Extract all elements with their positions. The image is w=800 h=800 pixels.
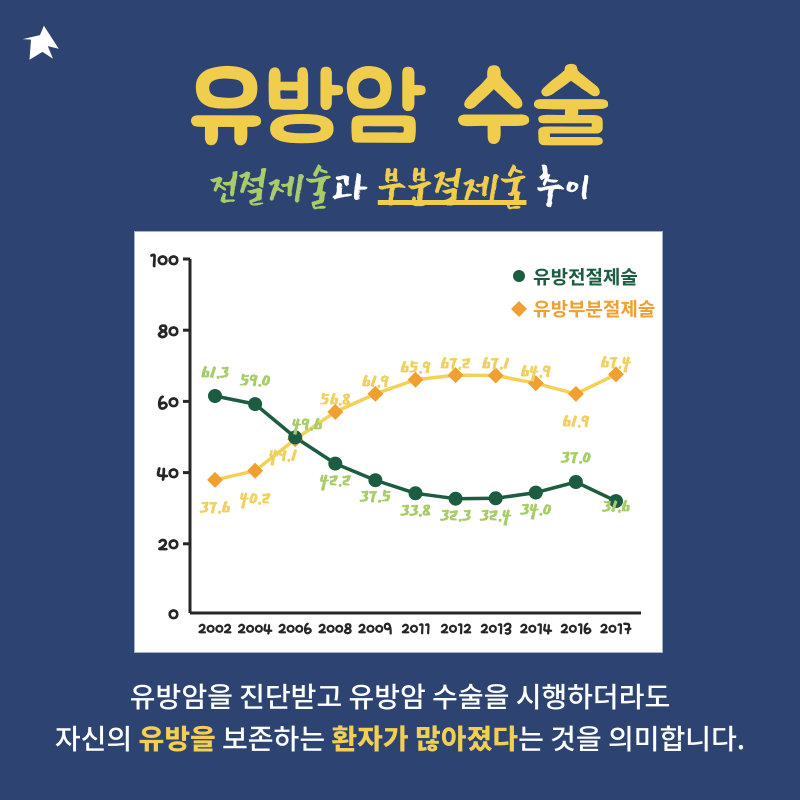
svg-text:2009: 2009 (358, 620, 393, 639)
svg-text:유방부분절제술: 유방부분절제술 (533, 295, 655, 322)
svg-text:2012: 2012 (440, 620, 471, 639)
svg-text:31.6: 31.6 (601, 496, 630, 518)
svg-text:40.2: 40.2 (240, 488, 271, 510)
svg-text:37.6: 37.6 (199, 497, 231, 519)
svg-text:0: 0 (168, 603, 179, 627)
svg-text:67.4: 67.4 (601, 352, 632, 374)
svg-text:42.2: 42.2 (319, 470, 351, 492)
svg-text:33.8: 33.8 (399, 500, 431, 522)
svg-text:2004: 2004 (238, 620, 274, 639)
svg-text:100: 100 (149, 249, 179, 273)
svg-text:67.1: 67.1 (482, 353, 510, 375)
svg-text:59.0: 59.0 (239, 370, 271, 392)
svg-text:2008: 2008 (318, 620, 353, 639)
svg-text:2006: 2006 (278, 620, 313, 639)
svg-text:34.0: 34.0 (519, 499, 551, 521)
svg-text:2017: 2017 (600, 620, 632, 639)
svg-text:유방전절제술: 유방전절제술 (533, 263, 638, 290)
svg-text:49.6: 49.6 (292, 414, 323, 436)
svg-text:61.9: 61.9 (562, 411, 590, 433)
svg-text:80: 80 (158, 320, 180, 344)
svg-text:65.9: 65.9 (400, 357, 431, 379)
svg-text:56.8: 56.8 (319, 389, 351, 411)
svg-text:49.1: 49.1 (269, 445, 298, 467)
svg-text:37.0: 37.0 (560, 447, 592, 469)
svg-text:2016: 2016 (560, 620, 592, 639)
svg-text:2013: 2013 (480, 620, 512, 639)
svg-text:64.9: 64.9 (521, 361, 552, 383)
svg-text:20: 20 (158, 533, 179, 557)
svg-text:37.5: 37.5 (359, 486, 392, 508)
svg-text:60: 60 (158, 391, 180, 415)
svg-text:2002: 2002 (198, 620, 232, 639)
svg-text:32.4: 32.4 (479, 505, 512, 527)
svg-text:32.3: 32.3 (439, 505, 471, 527)
svg-text:2011: 2011 (401, 620, 430, 639)
svg-text:67.2: 67.2 (440, 353, 470, 375)
svg-text:61.3: 61.3 (201, 362, 229, 384)
svg-text:61.9: 61.9 (362, 371, 390, 393)
svg-text:40: 40 (156, 462, 179, 486)
svg-text:2014: 2014 (520, 620, 553, 639)
